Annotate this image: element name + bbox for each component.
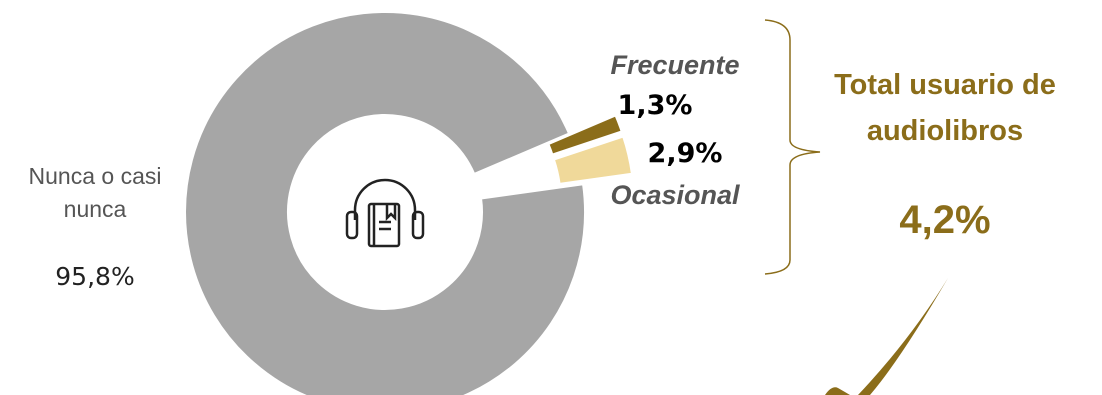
swoosh: [825, 278, 948, 395]
value-label: 95,8%: [55, 262, 135, 291]
icon: [345, 178, 425, 248]
slice: [547, 114, 623, 156]
value-label: 1,3%: [617, 90, 693, 121]
slice: [552, 135, 634, 185]
category-label: Nunca o casi nunca: [28, 163, 162, 222]
category-label: Frecuente: [610, 50, 740, 80]
slice: [184, 11, 586, 395]
value-label: 2,9%: [647, 138, 723, 169]
category-label: Ocasional: [610, 180, 740, 210]
annotation: 4,2%: [899, 198, 991, 242]
bracket: [764, 19, 821, 275]
annotation: Total usuario de audiolibros: [834, 69, 1056, 147]
